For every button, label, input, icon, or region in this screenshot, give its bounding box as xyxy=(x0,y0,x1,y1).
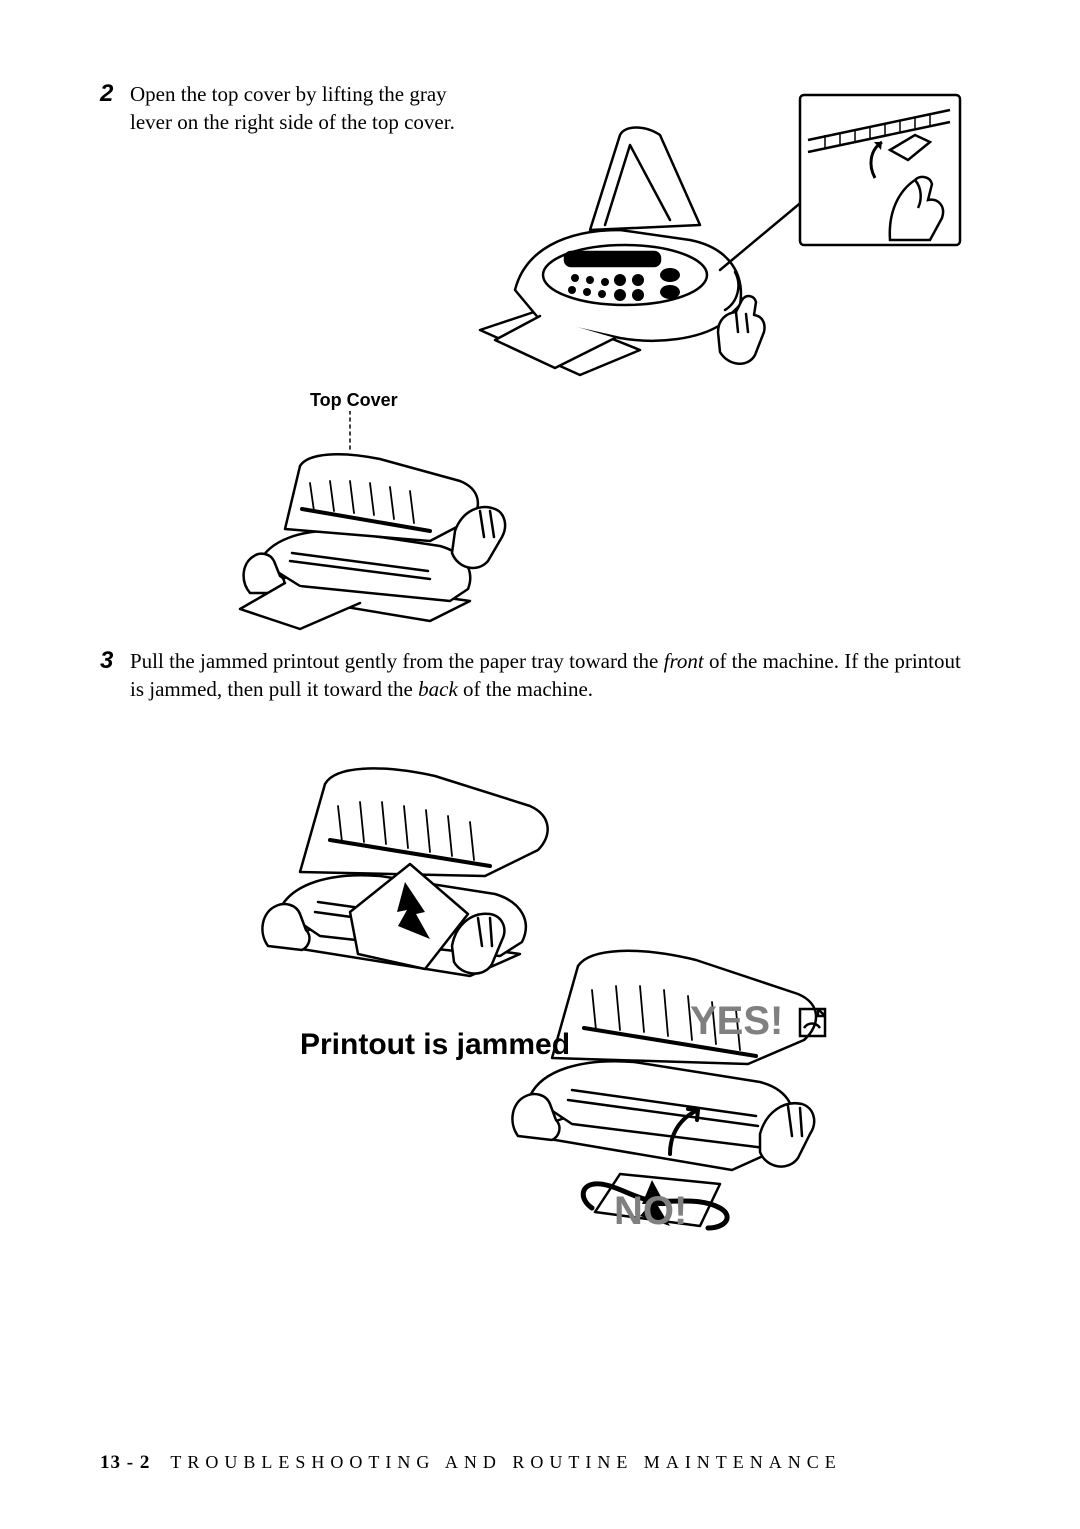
step-3-front: front xyxy=(664,649,704,673)
step-3-pre: Pull the jammed printout gently from the… xyxy=(130,649,664,673)
step-3-post: of the machine. xyxy=(458,677,593,701)
figure-open-cover xyxy=(470,80,970,390)
figure-jam-yes-no: Printout is jammed YES! NO! xyxy=(200,714,980,1244)
footer-title: TROUBLESHOOTING AND ROUTINE MAINTENANCE xyxy=(170,1452,841,1472)
page-footer: 13 - 2 TROUBLESHOOTING AND ROUTINE MAINTE… xyxy=(100,1452,980,1474)
no-label: NO! xyxy=(614,1189,687,1233)
figure-cover-open xyxy=(230,411,980,641)
step-3-number: 3 xyxy=(100,647,130,676)
manual-page: 2 Open the top cover by lifting the gray… xyxy=(0,0,1080,1529)
jam-heading-text: Printout is jammed xyxy=(300,1028,570,1061)
step-3-back: back xyxy=(418,677,458,701)
yes-label: YES! xyxy=(690,999,783,1043)
top-cover-label: Top Cover xyxy=(310,390,980,411)
step-2-text: Open the top cover by lifting the gray l… xyxy=(130,80,460,137)
step-3-text: Pull the jammed printout gently from the… xyxy=(130,647,980,704)
page-number: 13 - 2 xyxy=(100,1452,150,1473)
step-2-number: 2 xyxy=(100,80,130,109)
